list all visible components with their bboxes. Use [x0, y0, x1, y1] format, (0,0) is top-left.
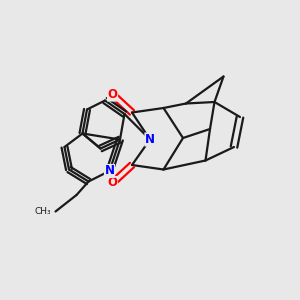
Text: CH₃: CH₃ [34, 207, 51, 216]
Text: O: O [107, 176, 118, 190]
Text: O: O [107, 88, 118, 101]
Text: N: N [104, 164, 115, 178]
Text: N: N [145, 133, 155, 146]
